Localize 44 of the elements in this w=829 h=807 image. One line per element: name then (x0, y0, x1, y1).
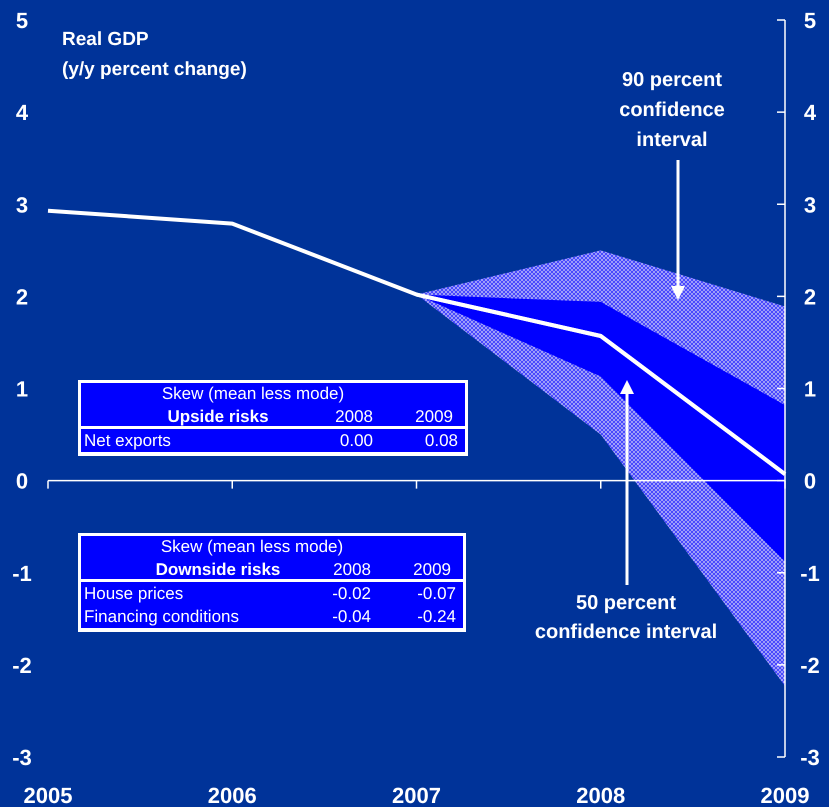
annotation: 2009 (415, 407, 453, 426)
annotation: -0.24 (417, 607, 456, 626)
y2-tick-label: 3 (804, 192, 816, 218)
x-tick-label: 2007 (392, 783, 441, 807)
annotation: Skew (mean less mode) (162, 384, 344, 403)
y-tick-label: 5 (16, 8, 28, 33)
annotation: Upside risks (167, 407, 269, 426)
annotation: Skew (mean less mode) (160, 537, 344, 556)
y-tick-label: 3 (16, 192, 28, 218)
annotation: 90 percent confidence interval (619, 69, 725, 151)
x-tick-label: 2006 (208, 783, 257, 807)
y2-tick-label: 0 (804, 468, 816, 494)
y-tick-label: -1 (12, 560, 32, 586)
x-tick-label: 2009 (760, 783, 810, 807)
annotation: 2009 (413, 560, 451, 579)
y2-tick-label: 4 (804, 100, 817, 126)
annotation: Financing conditions (84, 607, 239, 626)
annotation: 2008 (333, 560, 371, 579)
annotation: -0.04 (332, 607, 371, 626)
annotation: 0.00 (340, 431, 373, 450)
annotation: 2008 (335, 407, 373, 426)
annotation: House prices (84, 584, 184, 603)
annotation: 50 percent confidence interval (534, 592, 718, 643)
y-tick-label: -3 (12, 745, 32, 770)
y2-tick-label: 5 (804, 8, 816, 33)
y2-tick-label: -2 (800, 652, 820, 678)
annotation: Net exports (84, 431, 171, 450)
y2-tick-label: -1 (800, 560, 820, 586)
y-tick-label: -2 (12, 652, 32, 678)
annotation: 0.08 (424, 431, 458, 450)
y2-tick-label: -3 (800, 745, 820, 770)
y-tick-label: 2 (16, 284, 28, 310)
y-tick-label: 4 (16, 100, 29, 126)
y2-tick-label: 1 (804, 376, 816, 402)
annotation: Downside risks (156, 560, 280, 579)
text: (y/y percent change) (62, 59, 247, 80)
x-tick-label: 2008 (576, 783, 626, 807)
annotation: -0.02 (332, 584, 371, 603)
y2-tick-label: 2 (804, 284, 816, 310)
y-tick-label: 1 (16, 376, 28, 402)
text: Real GDP (62, 29, 149, 50)
x-tick-label: 2005 (24, 783, 72, 807)
y-tick-label: 0 (16, 468, 28, 494)
annotation: -0.07 (417, 584, 456, 603)
